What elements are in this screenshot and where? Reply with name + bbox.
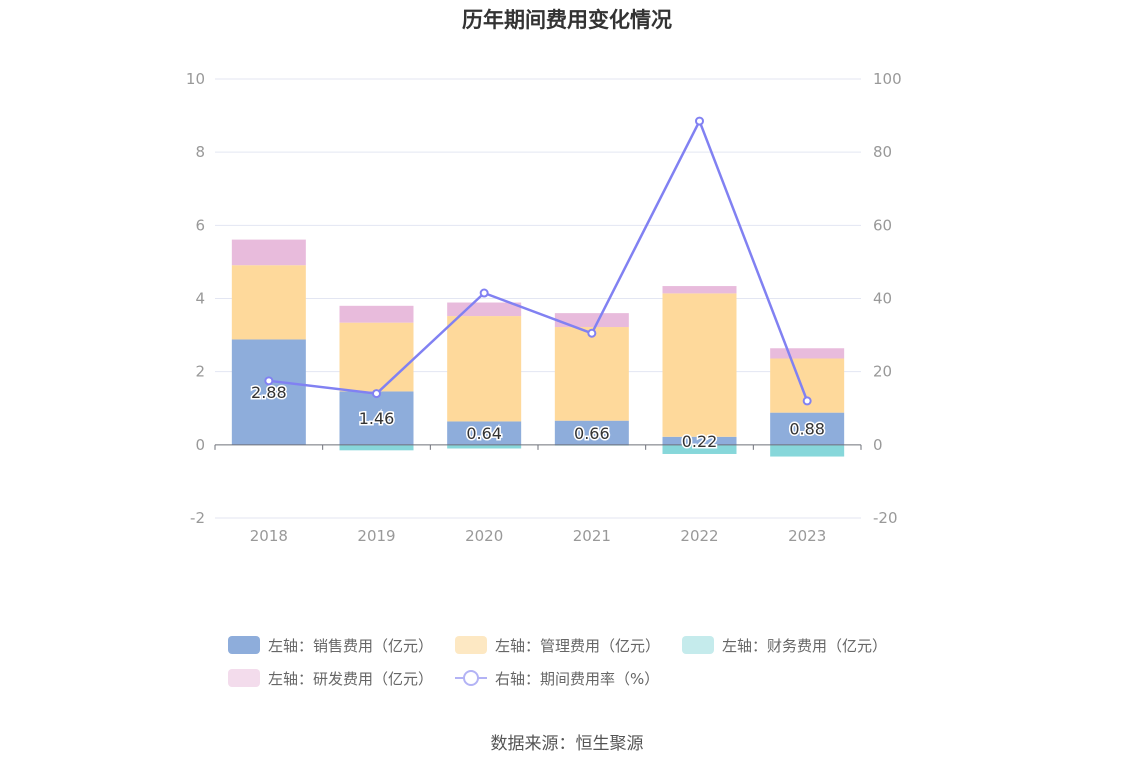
legend-label-finance: 左轴：财务费用（亿元） — [722, 636, 888, 655]
data-label-sales-2022: 0.22 — [682, 432, 718, 451]
legend-label-admin: 左轴：管理费用（亿元） — [495, 636, 661, 655]
rate-point-2018 — [264, 376, 274, 386]
legend-swatch-rnd — [228, 669, 260, 687]
legend-row-1: 左轴：销售费用（亿元） 左轴：管理费用（亿元） 左轴：财务费用（亿元） — [228, 632, 928, 658]
bar-sales-2019 — [339, 391, 414, 445]
rate-point-2022 — [695, 116, 704, 126]
bar-finance-2023 — [770, 444, 845, 457]
data-label-sales-2018: 2.88 — [251, 383, 287, 402]
bar-admin-2021 — [554, 327, 629, 421]
legend-swatch-rate — [455, 669, 488, 687]
left-axis-tick-label: 6 — [195, 216, 205, 234]
right-axis-tick-label: 40 — [873, 290, 892, 308]
legend: 左轴：销售费用（亿元） 左轴：管理费用（亿元） 左轴：财务费用（亿元） 左轴：研… — [228, 632, 928, 698]
right-axis-tick-label: 100 — [873, 70, 902, 88]
rate-line — [268, 117, 809, 402]
right-axis-tick-label: 0 — [873, 436, 883, 454]
data-source: 数据来源：恒生聚源 — [490, 734, 644, 754]
bar-rnd-2021 — [554, 313, 629, 328]
bar-rnd-2019 — [339, 305, 414, 323]
legend-swatch-sales — [228, 636, 260, 654]
bar-admin-2020 — [447, 316, 522, 422]
bar-finance-2020 — [447, 444, 522, 449]
left-axis-tick-label: 0 — [195, 436, 205, 454]
data-label-sales-2021: 0.66 — [574, 424, 610, 443]
chart-title: 历年期间费用变化情况 — [462, 8, 672, 32]
bar-finance-2019 — [339, 444, 414, 451]
bar-finance-2022 — [662, 444, 737, 454]
left-axis-tick-label: -2 — [190, 509, 205, 527]
x-axis-label-2021: 2021 — [573, 527, 611, 545]
x-axis-label-2020: 2020 — [465, 527, 503, 545]
bar-admin-2019 — [339, 322, 414, 392]
data-label-sales-2020: 0.64 — [466, 424, 502, 443]
rate-point-2023 — [802, 396, 812, 406]
legend-row-2: 左轴：研发费用（亿元） 右轴：期间费用率（%） — [228, 665, 928, 691]
bar-rnd-2023 — [770, 348, 845, 359]
bar-rnd-2018 — [231, 239, 306, 266]
rate-point-2020 — [479, 288, 489, 298]
rate-point-2019 — [372, 389, 381, 399]
rate-point-2021 — [587, 328, 597, 338]
bar-admin-2018 — [231, 265, 306, 340]
left-axis-tick-label: 8 — [195, 143, 205, 161]
legend-label-rnd: 左轴：研发费用（亿元） — [268, 669, 434, 688]
legend-item-sales[interactable]: 左轴：销售费用（亿元） — [228, 635, 433, 656]
legend-item-rnd[interactable]: 左轴：研发费用（亿元） — [228, 668, 433, 689]
legend-swatch-finance — [682, 636, 715, 654]
bar-rnd-2020 — [447, 302, 522, 317]
bar-rnd-2022 — [662, 286, 737, 294]
legend-label-sales: 左轴：销售费用（亿元） — [268, 636, 434, 655]
bar-sales-2023 — [770, 412, 845, 445]
right-axis-tick-label: 60 — [873, 216, 892, 234]
x-axis-label-2023: 2023 — [788, 527, 826, 545]
right-axis-tick-label: -20 — [873, 509, 898, 527]
bar-sales-2020 — [447, 421, 522, 445]
x-axis-label-2018: 2018 — [250, 527, 288, 545]
legend-swatch-admin — [455, 636, 488, 654]
legend-item-rate[interactable]: 右轴：期间费用率（%） — [455, 668, 659, 689]
bar-admin-2022 — [662, 293, 737, 437]
bar-sales-2021 — [554, 420, 629, 445]
data-label-sales-2023: 0.88 — [789, 420, 825, 439]
left-axis-tick-label: 4 — [195, 290, 205, 308]
legend-item-finance[interactable]: 左轴：财务费用（亿元） — [682, 635, 887, 656]
right-axis-tick-label: 80 — [873, 143, 892, 161]
data-label-sales-2019: 1.46 — [359, 409, 395, 428]
x-axis-label-2019: 2019 — [357, 527, 395, 545]
legend-item-admin[interactable]: 左轴：管理费用（亿元） — [455, 635, 660, 656]
bar-sales-2018 — [231, 339, 306, 445]
left-axis-tick-label: 2 — [195, 363, 205, 381]
legend-label-rate: 右轴：期间费用率（%） — [495, 669, 660, 688]
left-axis-tick-label: 10 — [186, 70, 205, 88]
right-axis-tick-label: 20 — [873, 363, 892, 381]
bar-sales-2022 — [662, 436, 737, 445]
x-axis-label-2022: 2022 — [680, 527, 718, 545]
